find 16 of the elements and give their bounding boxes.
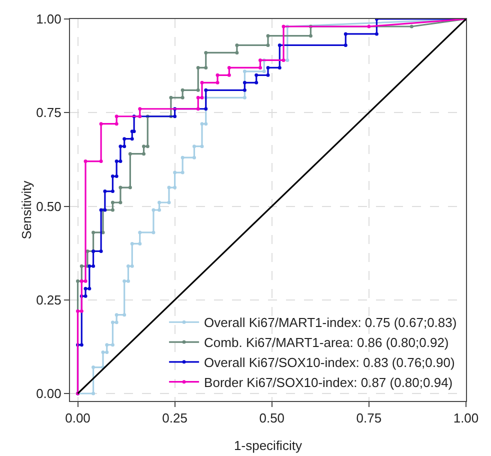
y-tick-label: 0.00 — [36, 386, 62, 402]
x-tick-label: 0.75 — [356, 410, 382, 426]
legend-label: Border Ki67/SOX10-index: 0.87 (0.80;0.94) — [204, 374, 453, 390]
legend-label: Overall Ki67/SOX10-index: 0.83 (0.76;0.90) — [204, 355, 455, 370]
x-tick-label: 0.00 — [65, 410, 90, 426]
y-tick-label: 0.75 — [36, 105, 62, 120]
x-tick-label: 0.25 — [162, 410, 188, 426]
x-axis-title: 1-specificity — [234, 438, 302, 453]
y-axis-title: Sensitivity — [19, 180, 34, 240]
x-tick-label: 0.50 — [259, 410, 285, 426]
x-tick-label: 1.00 — [453, 410, 479, 426]
y-tick-label: 0.50 — [36, 198, 62, 214]
legend-label: Comb. Ki67/MART1-area: 0.86 (0.80;0.92) — [204, 335, 449, 350]
y-tick-label: 1.00 — [36, 12, 62, 27]
legend-label: Overall Ki67/MART1-index: 0.75 (0.67;0.83) — [204, 315, 457, 330]
y-tick-label: 0.25 — [36, 292, 62, 308]
